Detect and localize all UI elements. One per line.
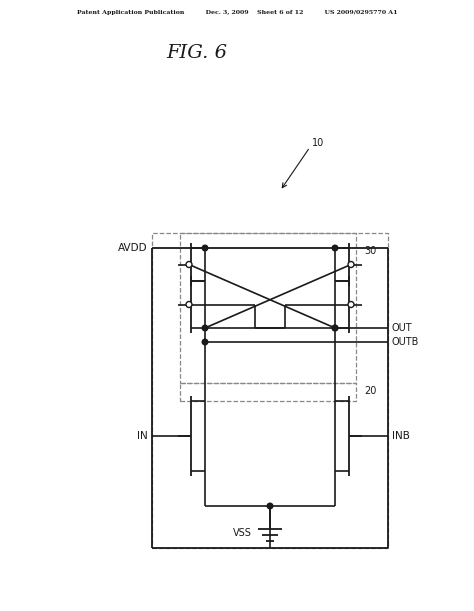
Text: OUT: OUT <box>392 323 413 333</box>
Text: AVDD: AVDD <box>118 243 148 253</box>
Text: Patent Application Publication          Dec. 3, 2009    Sheet 6 of 12          U: Patent Application Publication Dec. 3, 2… <box>77 10 397 15</box>
Circle shape <box>202 245 208 251</box>
Circle shape <box>348 301 354 307</box>
Text: FIG. 6: FIG. 6 <box>166 44 228 62</box>
Text: IN: IN <box>137 431 148 441</box>
Text: INB: INB <box>392 431 410 441</box>
Circle shape <box>186 301 192 307</box>
Circle shape <box>348 262 354 268</box>
Text: 30: 30 <box>364 246 376 256</box>
Circle shape <box>267 503 273 509</box>
Circle shape <box>202 339 208 345</box>
Circle shape <box>332 325 338 331</box>
Circle shape <box>332 245 338 251</box>
Text: VSS: VSS <box>233 528 252 538</box>
Circle shape <box>202 325 208 331</box>
Circle shape <box>332 325 338 331</box>
Circle shape <box>186 262 192 268</box>
Text: 10: 10 <box>312 138 324 148</box>
Text: 20: 20 <box>364 386 376 396</box>
Text: OUTB: OUTB <box>392 337 419 347</box>
